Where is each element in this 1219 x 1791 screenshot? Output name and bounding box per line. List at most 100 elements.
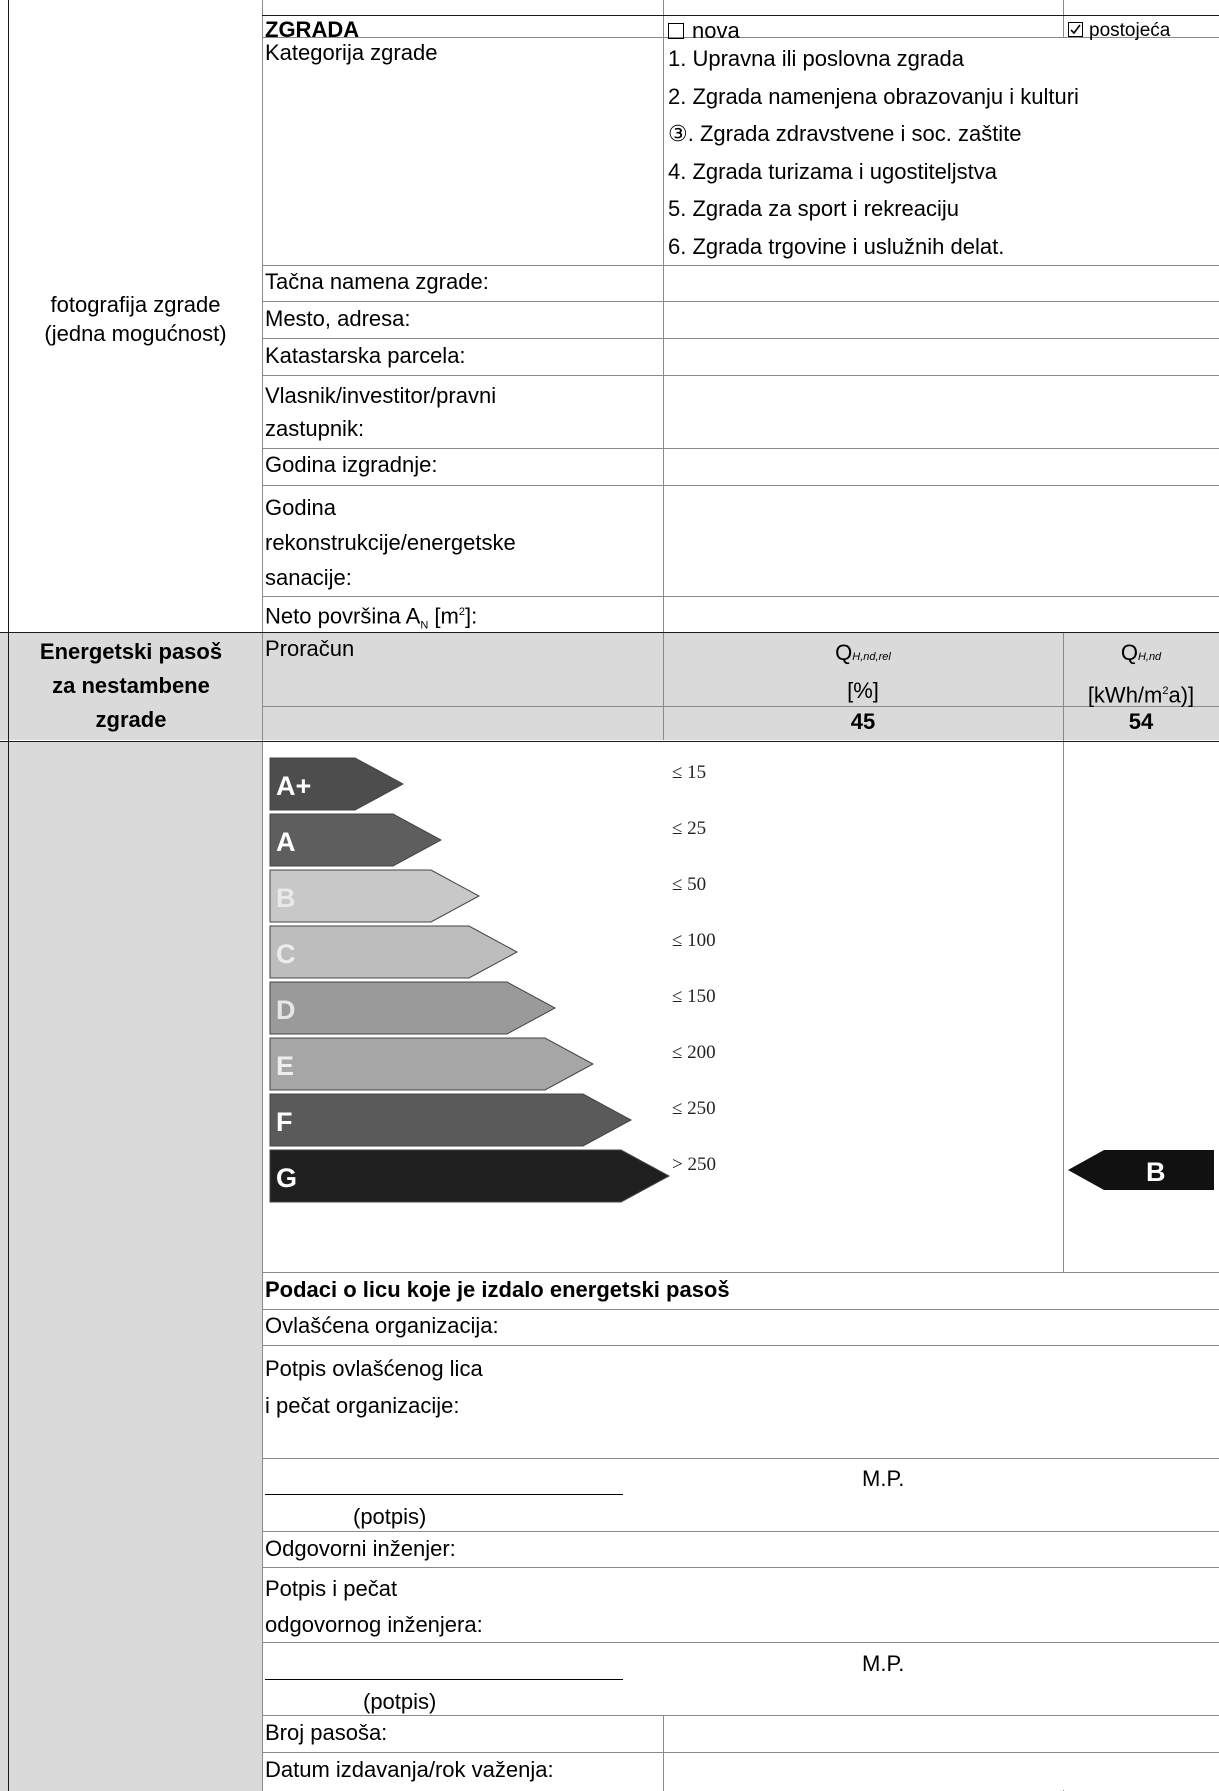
energy-class-f: F ≤ 250	[269, 1093, 716, 1147]
energy-class-g: G > 250	[269, 1149, 716, 1203]
col-divider-3a	[1063, 0, 1064, 37]
col-divider-2b	[663, 632, 664, 740]
engineer-stamp-mark: M.P.	[862, 1651, 905, 1676]
energy-class-letter: B	[276, 883, 296, 913]
energy-class-limit: ≤ 50	[672, 874, 706, 895]
energy-class-limit: ≤ 250	[672, 1098, 716, 1119]
category-option-2[interactable]: 2. Zgrada namenjena obrazovanju i kultur…	[668, 83, 1079, 109]
org-signature-label: Potpis ovlašćenog lica i pečat organizac…	[265, 1350, 483, 1424]
energy-class-a: A ≤ 25	[269, 813, 706, 867]
assigned-class-marker: B	[1068, 1150, 1214, 1190]
energy-class-arrow	[269, 869, 481, 923]
passport-title-line-3: zgrade	[95, 707, 167, 732]
reconstruction-line-2: rekonstrukcije/energetske	[265, 530, 516, 555]
net-area-label: Neto površina AN [m2]:	[265, 600, 477, 639]
energy-class-letter: A+	[276, 771, 311, 801]
category-options: 1. Upravna ili poslovna zgrada 2. Zgrada…	[668, 40, 1079, 265]
category-option-3[interactable]: ③. Zgrada zdravstvene i soc. zaštite	[668, 121, 1022, 146]
address-label: Mesto, adresa:	[265, 306, 411, 331]
top-border	[262, 15, 1219, 16]
owner-label-line-2: zastupnik:	[265, 416, 365, 441]
issue-date-label: Datum izdavanja/rok važenja:	[265, 1757, 554, 1782]
parcel-label: Katastarska parcela:	[265, 343, 466, 368]
org-signature-line-2: i pečat organizacije:	[265, 1393, 460, 1418]
col-divider-1	[262, 0, 263, 1791]
existing-building-option[interactable]: postojeća	[1068, 18, 1170, 43]
passport-top-border	[0, 632, 1219, 633]
new-building-option[interactable]: nova	[668, 18, 740, 43]
assigned-class-arrow	[1068, 1150, 1214, 1190]
purpose-label: Tačna namena zgrade:	[265, 269, 489, 294]
q-symbol-2: Q	[1120, 640, 1138, 665]
reconstruction-label: Godina rekonstrukcije/energetske sanacij…	[265, 490, 516, 595]
energy-class-limit: ≤ 150	[672, 986, 716, 1007]
zgrada-heading: ZGRADA	[265, 17, 360, 42]
net-area-end: ]:	[464, 603, 478, 629]
net-area-subscript: N	[420, 619, 429, 632]
photo-placeholder: fotografija zgrade (jedna mogućnost)	[9, 290, 262, 348]
new-checkbox-icon[interactable]	[668, 23, 684, 39]
category-option-4[interactable]: 4. Zgrada turizama i ugostiteljstva	[668, 158, 997, 184]
passport-title-band	[0, 632, 1219, 740]
category-option-5[interactable]: 5. Zgrada za sport i rekreaciju	[668, 196, 960, 221]
existing-option-label: postojeća	[1089, 20, 1171, 41]
relative-need-unit: [%]	[847, 678, 879, 703]
left-column-shading	[0, 742, 262, 1791]
energy-class-limit: ≤ 15	[672, 762, 706, 783]
category-label: Kategorija zgrade	[265, 40, 438, 65]
energy-class-b: B ≤ 50	[269, 869, 706, 923]
energy-class-d: D ≤ 150	[269, 981, 716, 1035]
net-area-text: Neto površina A	[265, 603, 421, 629]
engineer-signature-line[interactable]	[265, 1679, 623, 1680]
q-subscript-2: H,nd	[1137, 651, 1162, 663]
net-area-sup: 2	[458, 606, 465, 618]
photo-placeholder-line-2: (jedna mogućnost)	[44, 321, 227, 346]
calculation-label: Proračun	[265, 636, 355, 661]
energy-class-e: E ≤ 200	[269, 1037, 716, 1091]
relative-need-value: 45	[850, 709, 876, 734]
specific-need-header: QH,nd [kWh/m2a)]	[1063, 636, 1219, 712]
organization-label: Ovlašćena organizacija:	[265, 1313, 499, 1338]
owner-label-line-1: Vlasnik/investitor/pravni	[265, 383, 497, 408]
passport-bottom-border	[0, 741, 1219, 742]
org-signature-line[interactable]	[265, 1494, 623, 1495]
engineer-signature-line-2: odgovornog inženjera:	[265, 1612, 483, 1637]
left-border	[8, 0, 9, 1791]
energy-class-arrow	[269, 1093, 633, 1147]
specific-need-unit: [kWh/m2a)]	[1063, 674, 1219, 712]
energy-class-letter: E	[276, 1051, 294, 1081]
passport-number-label: Broj pasoša:	[265, 1720, 388, 1745]
energy-class-arrow	[269, 1037, 595, 1091]
engineer-label: Odgovorni inženjer:	[265, 1536, 456, 1561]
q-symbol-1: Q	[835, 640, 853, 665]
photo-placeholder-line-1: fotografija zgrade	[50, 292, 221, 317]
col-divider-3b	[1063, 632, 1064, 1272]
unit-sup: 2	[1162, 685, 1169, 697]
energy-class-a-plus: A+ ≤ 15	[269, 757, 706, 811]
energy-class-arrow	[269, 925, 519, 979]
unit-prefix: [kWh/m	[1087, 682, 1163, 708]
passport-title: Energetski pasoš za nestambene zgrade	[0, 635, 262, 737]
energy-class-arrow	[269, 757, 405, 811]
category-option-1[interactable]: 1. Upravna ili poslovna zgrada	[668, 46, 964, 71]
issuer-section-title: Podaci o licu koje je izdalo energetski …	[265, 1277, 730, 1302]
engineer-signature-line-1: Potpis i pečat	[265, 1576, 398, 1601]
engineer-signature-caption: (potpis)	[363, 1689, 437, 1714]
energy-class-limit: ≤ 100	[672, 930, 716, 951]
existing-checkbox-icon[interactable]	[1068, 22, 1083, 37]
assigned-class-letter: B	[1146, 1157, 1166, 1187]
energy-class-arrow	[269, 1149, 671, 1203]
passport-number-divider	[663, 1715, 664, 1752]
energy-class-scale: A+ ≤ 15 A ≤ 25 B ≤ 50 C ≤ 100 D ≤ 150 E ≤ 200 F ≤ 250…	[269, 757, 1214, 1203]
net-area-unit: [m	[428, 603, 459, 629]
q-subscript-1: H,nd,rel	[852, 651, 891, 663]
reconstruction-line-3: sanacije:	[265, 565, 352, 590]
energy-class-letter: G	[276, 1163, 297, 1193]
energy-class-limit: > 250	[672, 1154, 716, 1175]
col-divider-2	[663, 0, 664, 632]
energy-class-letter: D	[276, 995, 296, 1025]
category-option-6[interactable]: 6. Zgrada trgovine i uslužnih delat.	[668, 233, 1005, 259]
specific-need-symbol: QH,nd	[1063, 636, 1219, 674]
energy-class-letter: A	[276, 827, 296, 857]
energy-class-arrow	[269, 813, 443, 867]
